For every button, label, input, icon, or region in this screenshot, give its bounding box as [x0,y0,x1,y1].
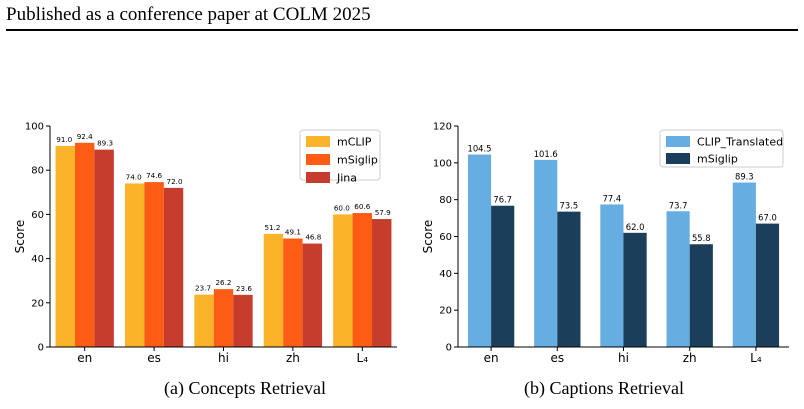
data-label: 104.5 [468,144,492,154]
x-tick-label: en [77,351,92,365]
bar-msiglip-4 [352,213,373,347]
x-tick-label: L₄ [357,351,369,365]
bar-clip-translated-0 [467,154,492,347]
legend-swatch [306,172,330,183]
bar-clip-translated-3 [666,211,690,347]
y-tick-label: 20 [31,298,44,309]
legend-label: mCLIP [337,136,372,149]
bar-msiglip-2 [213,289,234,347]
data-label: 74.6 [146,171,162,180]
y-axis-label: Score [421,220,435,254]
data-label: 89.3 [97,139,113,148]
caption-b: (b) Captions Retrieval [524,378,684,398]
data-label: 55.8 [692,233,711,243]
bar-mclip-4 [333,214,353,347]
bar-mclip-3 [263,233,284,347]
data-label: 76.7 [493,195,512,205]
bar-msiglip-1 [144,182,164,347]
x-tick-label: es [147,351,161,365]
bar-msiglip-0 [491,205,515,347]
legend-swatch [666,153,690,164]
x-tick-label: zh [683,351,697,365]
legend-label: CLIP_Translated [697,136,783,149]
caption-a: (a) Concepts Retrieval [164,378,326,398]
y-tick-label: 80 [439,195,452,206]
page-header: Published as a conference paper at COLM … [6,4,371,25]
bar-msiglip-4 [755,223,780,347]
data-label: 49.1 [285,227,301,236]
y-tick-label: 40 [31,254,44,265]
data-label: 72.0 [167,177,183,186]
legend-swatch [666,136,690,147]
x-tick-label: en [484,351,499,365]
bar-clip-translated-2 [600,204,624,347]
y-axis-label: Score [13,220,27,254]
data-label: 26.2 [215,278,231,287]
data-label: 60.6 [354,202,370,211]
data-label: 67.0 [758,213,777,223]
bar-mclip-2 [194,294,214,347]
bar-msiglip-1 [557,211,581,347]
x-tick-label: hi [218,351,229,365]
y-tick-label: 0 [38,343,44,354]
data-label: 89.3 [735,172,754,182]
bar-clip-translated-4 [732,182,756,347]
data-label: 74.0 [126,172,142,181]
bar-clip-translated-1 [534,159,558,347]
x-tick-label: es [550,351,564,365]
y-tick-label: 100 [433,158,452,169]
header-rule [6,29,798,31]
data-label: 62.0 [626,222,645,232]
bar-msiglip-3 [689,244,713,347]
y-tick-label: 60 [439,232,452,243]
y-tick-label: 120 [433,122,452,133]
data-label: 23.6 [236,284,252,293]
legend-label: mSiglip [697,153,738,166]
data-label: 23.7 [195,284,211,293]
data-label: 73.5 [560,201,579,211]
legend-label: mSiglip [337,154,378,167]
data-label: 101.6 [534,149,558,159]
bar-msiglip-0 [74,142,95,347]
bar-mclip-0 [55,145,75,347]
data-label: 91.0 [56,135,72,144]
captions-retrieval-chart: 104.5 101.6 77.4 73.7 89.3 76.7 73.5 62.0 55.8 67… [421,122,789,365]
y-tick-label: 20 [439,306,452,317]
legend-swatch [306,136,330,147]
data-label: 77.4 [603,193,622,203]
y-tick-label: 100 [25,122,44,133]
bar-jina-0 [94,149,114,347]
x-tick-label: hi [618,351,629,365]
y-tick-label: 80 [31,166,44,177]
bar-jina-1 [163,187,184,347]
bar-msiglip-3 [283,238,303,347]
data-label: 57.9 [375,208,391,217]
concepts-retrieval-chart: 91.0 74.0 23.7 51.2 60.0 92.4 74.6 26.2 49.1 60.6… [13,122,397,365]
y-tick-label: 40 [439,269,452,280]
bar-jina-2 [233,294,253,347]
data-label: 51.2 [264,223,280,232]
bar-msiglip-2 [623,232,647,347]
legend-box [659,129,784,168]
x-tick-label: L₄ [750,351,762,365]
bar-jina-3 [302,243,323,347]
legend-swatch [306,154,330,165]
bar-jina-4 [372,219,392,347]
bar-mclip-1 [124,183,145,347]
y-tick-label: 60 [31,210,44,221]
x-tick-label: zh [286,351,300,365]
legend-label: Jina [336,172,357,185]
data-label: 73.7 [669,200,688,210]
data-label: 46.8 [305,233,321,242]
y-tick-label: 0 [446,343,452,354]
data-label: 60.0 [334,203,350,212]
data-label: 92.4 [77,132,93,141]
